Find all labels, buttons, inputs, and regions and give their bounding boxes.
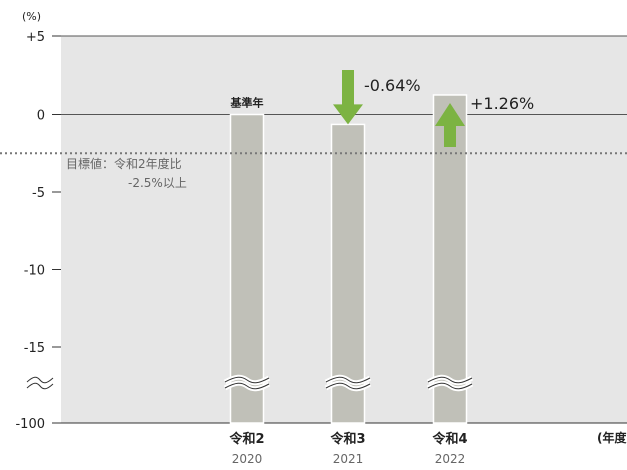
category-label: 令和2: [229, 431, 264, 447]
y-tick-label: +5: [26, 30, 45, 45]
axis-break-line: [325, 376, 371, 384]
tick-labels: +5 0 -5 -10 -15 -100: [15, 30, 61, 432]
change-arrows: -0.64% +1.26%: [333, 70, 534, 147]
axis-break-mark: [426, 374, 474, 392]
axis-break-line: [26, 382, 54, 390]
y-tick-label: 0: [37, 109, 45, 124]
target-label-line2: -2.5%以上: [128, 176, 187, 190]
axis-break-line: [427, 376, 473, 384]
y-tick-label: -100: [15, 417, 45, 432]
change-arrow-down: [333, 70, 363, 125]
y-tick-label: -15: [24, 341, 45, 356]
base-year-label: 基準年: [230, 96, 264, 110]
axis-break-mark: [223, 374, 271, 392]
category-labels: 令和2 2020 令和3 2021 令和4 2022: [229, 431, 467, 466]
axis-breaks: [25, 374, 474, 392]
axis-break-line: [26, 376, 54, 384]
change-arrow-up: [435, 102, 465, 147]
target-label-line1: 目標値：令和2年度比: [66, 156, 182, 171]
change-label: +1.26%: [470, 94, 534, 113]
axis-break-line: [224, 382, 270, 390]
axis-break-line: [325, 382, 371, 390]
category-year-label: 2020: [232, 452, 263, 466]
category-year-label: 2022: [435, 452, 466, 466]
y-unit-label: (%): [22, 10, 41, 23]
axis-break-mark: [324, 374, 372, 392]
y-tick-label: -10: [24, 264, 45, 279]
bar: [229, 113, 265, 424]
x-unit-label: (年度: [597, 430, 627, 445]
axis-break-mark: [25, 374, 55, 392]
y-tick-label: -5: [32, 186, 45, 201]
category-label: 令和3: [330, 431, 365, 447]
axis-break-line: [427, 382, 473, 390]
bars: 基準年: [229, 94, 468, 424]
axis-break-line: [224, 376, 270, 384]
bar: [432, 94, 468, 424]
category-year-label: 2021: [333, 452, 364, 466]
category-label: 令和4: [432, 431, 467, 447]
change-label: -0.64%: [364, 76, 421, 95]
